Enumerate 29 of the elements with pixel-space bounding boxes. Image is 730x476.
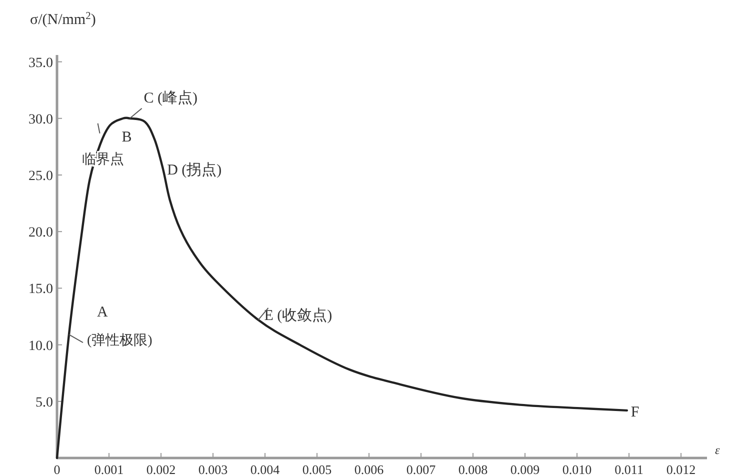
y-tick-label: 35.0	[28, 56, 53, 71]
x-tick-label: 0.002	[146, 462, 176, 476]
y-tick-label: 30.0	[28, 112, 53, 128]
annotation: F	[630, 404, 640, 420]
annotation: (弹性极限)	[86, 332, 153, 349]
x-tick-label: 0.011	[614, 462, 644, 476]
x-tick-label: 0.005	[302, 462, 332, 476]
x-tick-label: 0.010	[562, 462, 592, 476]
y-tick-label: 15.0	[28, 282, 53, 298]
y-tick-label: 20.0	[28, 226, 53, 241]
x-axis-title: ε	[715, 443, 720, 457]
y-tick-label: 5.0	[36, 395, 53, 410]
x-tick-label: 0.006	[354, 462, 384, 476]
annotation: D (拐点)	[167, 161, 222, 178]
x-tick-label: 0.001	[94, 462, 124, 476]
x-tick-label: 0.012	[666, 462, 696, 476]
annotation: B	[122, 129, 132, 146]
x-tick-label: 0.004	[250, 462, 280, 476]
annotation: A	[96, 304, 108, 321]
y-axis-title: σ/(N/mm$^{2}$)	[30, 10, 96, 28]
x-tick-label: 0	[54, 462, 60, 476]
annotation: E (收敛点)	[264, 306, 332, 324]
annotation: C (峰点)	[144, 89, 198, 106]
x-tick-label: 0.009	[510, 462, 540, 476]
y-tick-label: 10.0	[28, 338, 53, 354]
x-tick-label: 0.003	[198, 462, 228, 476]
y-tick-label: 25.0	[28, 168, 53, 184]
x-tick-label: 0.008	[458, 462, 488, 476]
x-tick-label: 0.007	[406, 462, 436, 476]
